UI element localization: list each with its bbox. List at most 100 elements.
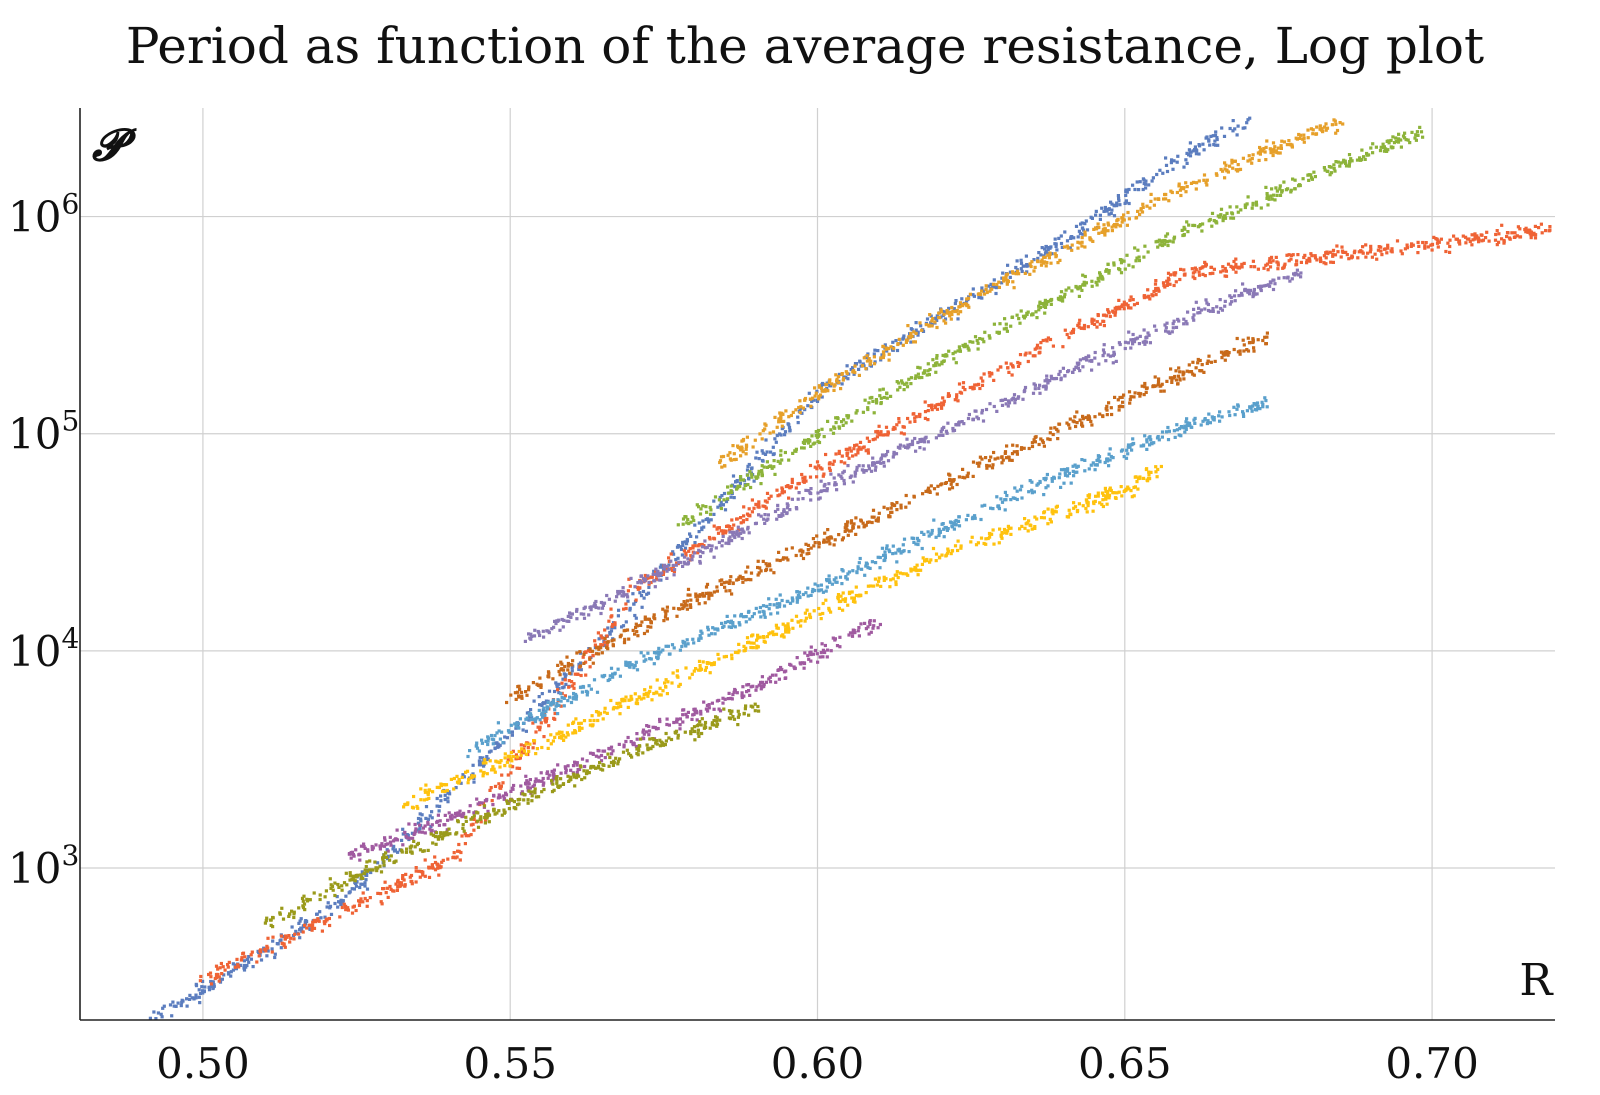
scatter-point (926, 530, 930, 534)
scatter-point (323, 915, 327, 919)
scatter-point (1361, 251, 1365, 255)
scatter-point (1120, 494, 1124, 498)
scatter-point (1049, 374, 1053, 378)
scatter-point (1004, 275, 1008, 279)
scatter-point (1241, 126, 1245, 130)
scatter-point (733, 650, 738, 654)
scatter-point (803, 438, 807, 442)
scatter-point (871, 463, 875, 467)
scatter-point (1142, 255, 1146, 259)
scatter-point (754, 502, 758, 506)
scatter-point (923, 410, 928, 414)
scatter-point (509, 723, 513, 727)
scatter-point (1144, 186, 1148, 190)
scatter-point (962, 345, 966, 349)
scatter-point (1035, 483, 1039, 487)
scatter-point (709, 518, 713, 522)
scatter-point (629, 694, 633, 698)
scatter-point (853, 362, 858, 366)
scatter-point (982, 372, 986, 376)
scatter-point (1296, 253, 1300, 257)
scatter-point (942, 401, 946, 405)
scatter-point (1265, 196, 1269, 200)
scatter-point (713, 495, 718, 499)
scatter-point (1043, 305, 1048, 309)
scatter-point (1023, 264, 1027, 268)
scatter-point (229, 974, 233, 978)
scatter-point (719, 529, 723, 533)
scatter-point (1070, 289, 1074, 293)
scatter-point (861, 362, 865, 366)
scatter-point (672, 569, 676, 574)
scatter-point (1094, 227, 1098, 231)
scatter-point (1309, 127, 1313, 131)
scatter-point (626, 661, 630, 665)
scatter-point (1223, 358, 1227, 362)
scatter-point (748, 470, 752, 474)
scatter-point (271, 935, 275, 939)
scatter-point (1295, 268, 1299, 272)
scatter-point (941, 522, 945, 526)
scatter-point (1073, 505, 1078, 509)
scatter-point (1448, 250, 1452, 254)
scatter-point (708, 512, 713, 516)
scatter-point (1041, 440, 1045, 445)
scatter-point (763, 427, 767, 431)
scatter-point (560, 681, 564, 685)
scatter-point (688, 676, 692, 680)
scatter-point (1251, 153, 1255, 157)
scatter-point (236, 963, 240, 967)
scatter-point (1477, 240, 1481, 244)
scatter-point (955, 395, 959, 399)
scatter-point (1507, 236, 1512, 240)
scatter-point (1224, 163, 1228, 167)
scatter-point (388, 884, 392, 889)
scatter-point (174, 1004, 178, 1008)
scatter-point (431, 790, 435, 794)
scatter-point (1008, 458, 1012, 462)
scatter-point (818, 612, 822, 616)
scatter-point (755, 476, 759, 480)
scatter-point (787, 627, 791, 631)
scatter-point (825, 540, 829, 544)
scatter-point (944, 321, 948, 325)
scatter-point (705, 510, 709, 514)
scatter-point (538, 718, 542, 722)
scatter-point (849, 449, 853, 453)
scatter-point (1211, 309, 1215, 313)
scatter-point (883, 343, 887, 347)
scatter-point (858, 440, 863, 444)
scatter-point (1088, 417, 1092, 421)
scatter-point (779, 419, 783, 424)
scatter-point (527, 632, 531, 636)
scatter-point (942, 359, 946, 363)
scatter-point (780, 512, 784, 516)
scatter-point (987, 334, 991, 338)
scatter-point (819, 466, 823, 470)
scatter-point (1032, 490, 1036, 494)
scatter-point (1083, 233, 1087, 237)
scatter-point (1322, 125, 1326, 129)
scatter-point (1156, 288, 1160, 292)
scatter-point (1220, 415, 1224, 419)
scatter-point (1180, 425, 1184, 429)
scatter-point (1178, 378, 1182, 382)
scatter-point (1101, 348, 1106, 352)
scatter-point (481, 756, 485, 760)
scatter-point (728, 457, 732, 461)
scatter-point (800, 446, 804, 450)
scatter-point (729, 489, 733, 493)
scatter-point (1178, 188, 1182, 192)
scatter-point (846, 415, 850, 419)
scatter-point (841, 536, 845, 540)
scatter-point (1182, 322, 1186, 326)
scatter-point (990, 532, 994, 536)
scatter-point (1219, 167, 1223, 172)
scatter-point (1454, 237, 1458, 241)
scatter-point (685, 638, 689, 642)
scatter-point (323, 922, 327, 926)
scatter-point (600, 651, 604, 655)
scatter-point (514, 697, 518, 701)
scatter-point (575, 609, 579, 613)
scatter-point (875, 460, 879, 464)
